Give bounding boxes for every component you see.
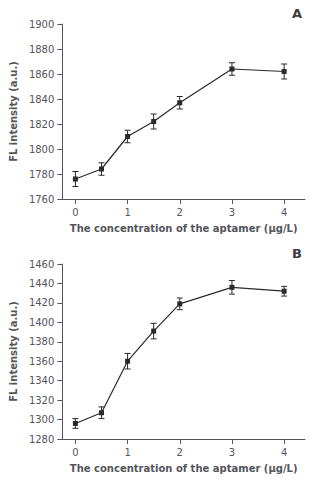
svg-text:1460: 1460 (29, 259, 54, 270)
svg-text:1320: 1320 (29, 395, 54, 406)
svg-text:The concentration of the aptam: The concentration of the aptamer (μg/L) (70, 463, 298, 474)
svg-text:A: A (292, 6, 302, 21)
svg-text:1760: 1760 (29, 194, 54, 205)
svg-text:3: 3 (229, 207, 235, 218)
svg-text:1: 1 (124, 447, 130, 458)
svg-text:4: 4 (281, 207, 287, 218)
svg-text:1: 1 (124, 207, 130, 218)
svg-text:1780: 1780 (29, 169, 54, 180)
svg-text:1840: 1840 (29, 94, 54, 105)
svg-text:B: B (292, 246, 302, 261)
svg-text:1900: 1900 (29, 19, 54, 30)
svg-text:2: 2 (177, 447, 183, 458)
svg-text:1360: 1360 (29, 356, 54, 367)
svg-text:1880: 1880 (29, 44, 54, 55)
svg-text:3: 3 (229, 447, 235, 458)
svg-text:FL intensity (a.u.): FL intensity (a.u.) (8, 61, 19, 162)
svg-text:1400: 1400 (29, 317, 54, 328)
svg-text:1340: 1340 (29, 375, 54, 386)
svg-text:0: 0 (72, 447, 78, 458)
svg-text:1420: 1420 (29, 297, 54, 308)
svg-text:4: 4 (281, 447, 287, 458)
svg-text:1280: 1280 (29, 434, 54, 445)
svg-text:The concentration of the aptam: The concentration of the aptamer (μg/L) (70, 223, 298, 234)
svg-text:1380: 1380 (29, 336, 54, 347)
svg-text:FL intensity (a.u.): FL intensity (a.u.) (8, 301, 19, 402)
svg-text:1860: 1860 (29, 69, 54, 80)
svg-text:0: 0 (72, 207, 78, 218)
svg-text:1800: 1800 (29, 144, 54, 155)
svg-text:1300: 1300 (29, 414, 54, 425)
svg-text:1440: 1440 (29, 278, 54, 289)
svg-text:1820: 1820 (29, 119, 54, 130)
svg-text:2: 2 (177, 207, 183, 218)
